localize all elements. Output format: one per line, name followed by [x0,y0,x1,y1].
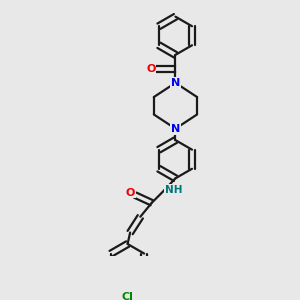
Text: Cl: Cl [122,292,134,300]
Text: O: O [125,188,135,198]
Text: O: O [146,64,155,74]
Text: N: N [171,124,180,134]
Text: NH: NH [165,185,182,195]
Text: N: N [171,78,180,88]
